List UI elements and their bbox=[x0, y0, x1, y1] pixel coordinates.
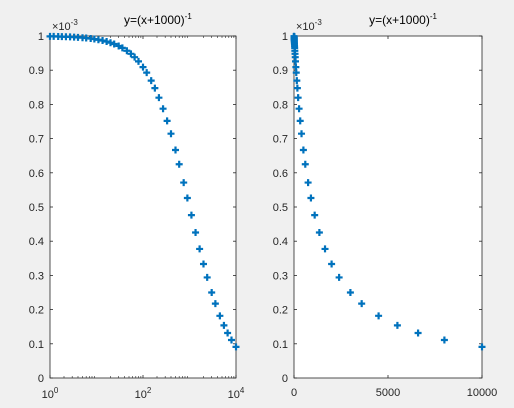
data-point bbox=[298, 130, 306, 138]
data-point bbox=[232, 343, 240, 351]
data-point bbox=[115, 42, 123, 50]
axes-2: 0 0.1 0.2 0.3 0.4 0.5 0.6 0.7 0.8 0.9 1 0 5000 10000 ×… bbox=[273, 12, 498, 399]
data-point bbox=[293, 84, 301, 92]
plot-area bbox=[49, 35, 237, 379]
data-point bbox=[131, 53, 139, 61]
data-point bbox=[127, 50, 135, 58]
y-tick-label: 1 bbox=[38, 31, 44, 43]
y-tick-label: 0.5 bbox=[29, 202, 44, 214]
data-point bbox=[192, 228, 200, 236]
data-point bbox=[134, 57, 142, 65]
data-point bbox=[346, 289, 354, 296]
chart-title: y=(x+1000)-1 bbox=[124, 12, 192, 27]
data-point bbox=[159, 105, 167, 113]
data-point bbox=[301, 160, 309, 168]
y-tick-label: 0.6 bbox=[273, 168, 288, 180]
data-point bbox=[304, 179, 312, 187]
data-point bbox=[292, 69, 300, 77]
y-tick-label: 0.1 bbox=[273, 339, 288, 351]
data-point bbox=[175, 160, 183, 168]
y-tick-label: 0.4 bbox=[273, 236, 288, 248]
y-tick-label: 0.4 bbox=[29, 236, 44, 248]
data-point bbox=[224, 329, 232, 337]
data-point bbox=[163, 117, 171, 125]
y-tick-label: 0 bbox=[282, 373, 288, 385]
data-point bbox=[335, 273, 343, 281]
y-tick-label: 0.7 bbox=[29, 134, 44, 146]
x-tick-label: 100 bbox=[42, 386, 59, 401]
x-tick-label: 104 bbox=[228, 386, 245, 401]
data-point bbox=[199, 260, 207, 268]
data-point bbox=[440, 336, 448, 344]
data-point bbox=[311, 211, 319, 219]
data-point bbox=[216, 312, 224, 320]
data-point bbox=[208, 289, 216, 296]
y-tick-label: 0.7 bbox=[273, 134, 288, 146]
data-point bbox=[307, 194, 315, 202]
chart-title: y=(x+1000)-1 bbox=[369, 12, 437, 27]
data-point bbox=[103, 38, 111, 46]
data-point bbox=[187, 211, 195, 219]
x-tick-label: 5000 bbox=[376, 387, 400, 399]
x-tick-label: 10000 bbox=[467, 387, 498, 399]
data-point bbox=[321, 245, 329, 253]
y-tick-label: 0.2 bbox=[273, 305, 288, 317]
y-tick-label: 0.6 bbox=[29, 168, 44, 180]
y-tick-label: 0.3 bbox=[29, 270, 44, 282]
y-exponent-label: ×10-3 bbox=[52, 18, 78, 33]
y-tick-label: 1 bbox=[282, 31, 288, 43]
y-tick-label: 0.1 bbox=[29, 339, 44, 351]
y-exponent-label: ×10-3 bbox=[296, 18, 322, 33]
y-tick-label: 0.8 bbox=[29, 99, 44, 111]
data-point bbox=[227, 336, 235, 344]
data-point bbox=[155, 94, 163, 102]
data-point bbox=[167, 130, 175, 138]
data-point bbox=[296, 117, 304, 125]
data-point bbox=[315, 228, 323, 236]
x-tick-label: 0 bbox=[291, 387, 297, 399]
data-point bbox=[358, 300, 366, 308]
data-point bbox=[172, 146, 180, 154]
data-point bbox=[203, 273, 211, 281]
y-tick-label: 0.9 bbox=[273, 65, 288, 77]
plot-area bbox=[293, 35, 483, 379]
y-tick-label: 0.3 bbox=[273, 270, 288, 282]
data-point bbox=[220, 321, 228, 329]
series-1 bbox=[46, 32, 240, 351]
data-point bbox=[295, 105, 303, 113]
data-point bbox=[299, 146, 307, 154]
data-point bbox=[180, 179, 188, 187]
data-point bbox=[293, 77, 301, 85]
y-tick-label: 0.9 bbox=[29, 65, 44, 77]
data-point bbox=[123, 47, 131, 55]
data-point bbox=[328, 260, 336, 268]
data-point bbox=[414, 329, 422, 337]
data-point bbox=[196, 245, 204, 253]
data-point bbox=[294, 94, 302, 102]
y-tick-label: 0.8 bbox=[273, 99, 288, 111]
data-point bbox=[375, 312, 383, 320]
data-point bbox=[478, 343, 486, 351]
data-point bbox=[151, 84, 159, 92]
data-point bbox=[118, 44, 126, 52]
y-tick-label: 0.2 bbox=[29, 305, 44, 317]
data-point bbox=[211, 300, 219, 308]
x-tick-label: 102 bbox=[135, 386, 152, 401]
y-tick-label: 0.5 bbox=[273, 202, 288, 214]
axes-1: 0 0.1 0.2 0.3 0.4 0.5 0.6 0.7 0.8 0.9 1 100 102 104 ×1… bbox=[29, 12, 245, 401]
data-point bbox=[183, 194, 191, 202]
data-point bbox=[143, 69, 151, 77]
data-point bbox=[110, 40, 118, 48]
series-1 bbox=[290, 32, 486, 351]
data-point bbox=[147, 77, 155, 85]
data-point bbox=[139, 63, 147, 71]
y-tick-label: 0 bbox=[38, 373, 44, 385]
data-point bbox=[106, 39, 114, 47]
data-point bbox=[393, 321, 401, 329]
